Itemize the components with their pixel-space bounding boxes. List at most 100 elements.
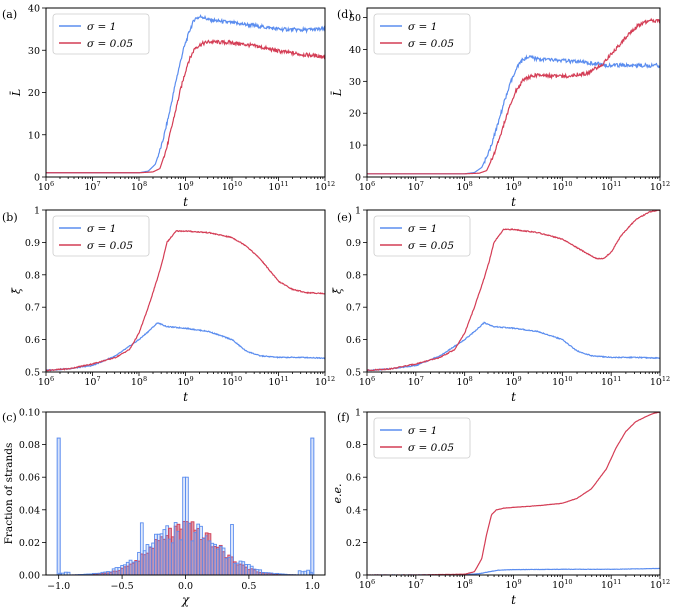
x-tick-label: 107 (408, 180, 424, 193)
legend-entry: σ = 1 (408, 21, 437, 33)
legend-box (52, 215, 150, 257)
panel-b: 106 107 108 109 1010 1011 1012 0.5 0.6 0.7 0.8 0.9 1… (2, 206, 335, 405)
legend-entry: σ = 0.05 (408, 442, 454, 454)
x-tick-label: 106 (359, 180, 375, 193)
plot-area-d (367, 17, 660, 175)
histogram-spike (310, 437, 315, 575)
x-axis-label: t (183, 195, 188, 209)
panel-label: (f) (337, 411, 350, 424)
x-tick-label: 1012 (315, 180, 335, 193)
y-tick-label: 0.9 (346, 238, 361, 249)
x-tick-label: 1011 (268, 375, 288, 388)
x-tick-label: 108 (457, 180, 473, 193)
y-axis-label: L̄ (331, 89, 344, 97)
panel-e: 106 107 108 109 1010 1011 1012 0.5 0.6 0.7 0.8 0.9 1… (331, 206, 670, 405)
y-tick-label: 0.06 (19, 473, 40, 484)
y-tick-label: 0.6 (346, 335, 361, 346)
histogram-bar-sigma1 (139, 522, 144, 575)
x-tick-label: 106 (38, 375, 54, 388)
plot-area-c (56, 437, 315, 575)
y-tick-label: 0.00 (19, 571, 40, 582)
x-tick-label: 1010 (552, 180, 572, 193)
y-tick-label: 0.5 (25, 368, 40, 379)
y-tick-label: 0 (34, 173, 40, 184)
x-tick-label: 1011 (268, 180, 288, 193)
x-tick-label: 1011 (601, 578, 621, 591)
y-tick-label: 0.10 (19, 408, 40, 419)
y-tick-label: 0.04 (19, 505, 40, 516)
legend-entry: σ = 0.05 (87, 240, 133, 252)
y-tick-label: 0.9 (25, 238, 40, 249)
x-tick-label: 106 (359, 578, 375, 591)
x-tick-label: 109 (505, 375, 521, 388)
y-axis-label: ξ̄ (10, 287, 23, 294)
plot-area-a (46, 14, 325, 174)
plot-area-e (367, 210, 660, 372)
series-line-sigma005 (367, 210, 660, 372)
y-tick-label: 0.7 (346, 303, 361, 314)
panel-label: (d) (337, 8, 353, 21)
x-tick-label: 109 (177, 180, 193, 193)
y-axis-label: Fraction of strands (3, 443, 15, 545)
y-axis-label: e.e. (331, 483, 344, 503)
series-line-sigma1 (367, 54, 660, 175)
x-tick-label: 1011 (601, 375, 621, 388)
x-tick-label: 1010 (552, 375, 572, 388)
legend-entry: σ = 1 (87, 21, 116, 33)
y-tick-label: 10 (28, 130, 40, 141)
x-tick-label: 1010 (552, 578, 572, 591)
x-axis-label: t (511, 593, 516, 607)
series-line-sigma1 (46, 322, 325, 372)
y-tick-label: 1 (34, 206, 40, 217)
y-axis-label: ξ̄ (331, 287, 344, 294)
x-tick-label: 1010 (222, 180, 242, 193)
y-tick-label: 0.8 (346, 440, 361, 451)
x-tick-label: 109 (505, 578, 521, 591)
y-tick-label: 0.7 (25, 303, 40, 314)
x-axis-label: χ (181, 593, 190, 607)
legend-entry: σ = 0.05 (408, 38, 454, 50)
y-tick-label: 0 (355, 571, 361, 582)
series-line-sigma005 (367, 17, 660, 175)
series-line-sigma1 (367, 567, 660, 575)
y-tick-label: 20 (349, 109, 361, 120)
x-tick-label: 1012 (650, 578, 670, 591)
y-tick-label: 0.6 (346, 473, 361, 484)
x-tick-label: 107 (408, 375, 424, 388)
y-tick-label: 0.2 (346, 538, 361, 549)
x-tick-label: 0.0 (178, 581, 193, 592)
y-tick-label: 0.08 (19, 440, 40, 451)
x-tick-label: 1012 (315, 375, 335, 388)
y-tick-label: 20 (28, 88, 40, 99)
panel-f: 106 107 108 109 1010 1011 1012 0 0.2 0.4 0.6 0.8 1 t e… (331, 408, 670, 608)
series-line-sigma005 (46, 229, 325, 372)
histogram-spike (56, 437, 61, 575)
x-tick-label: 1010 (222, 375, 242, 388)
y-tick-label: 0 (355, 173, 361, 184)
panel-c: −1.0 −0.5 0.0 0.5 1.0 0.00 0.02 0.04 0.06 0.08 0.1… (2, 408, 326, 607)
x-tick-label: 1012 (650, 180, 670, 193)
panel-a: 106 107 108 109 1010 1011 1012 0 10 20 30 40 t L̄ (a) σ… (2, 4, 335, 210)
x-axis-label: t (511, 195, 516, 209)
panel-label: (c) (2, 411, 17, 424)
panel-label: (e) (337, 211, 352, 224)
legend-entry: σ = 1 (408, 425, 437, 437)
x-tick-label: 108 (457, 375, 473, 388)
x-tick-label: 109 (177, 375, 193, 388)
panel-label: (b) (2, 211, 18, 224)
x-axis-label: t (183, 390, 188, 404)
legend-box (373, 417, 471, 459)
y-tick-label: 40 (349, 45, 361, 56)
x-tick-label: 1011 (601, 180, 621, 193)
x-tick-label: 108 (457, 578, 473, 591)
legend-box (373, 13, 471, 55)
x-tick-label: 109 (505, 180, 521, 193)
y-tick-label: 0.6 (25, 335, 40, 346)
x-tick-label: 108 (131, 375, 147, 388)
plot-area-b (46, 229, 325, 372)
y-tick-label: 1 (355, 408, 361, 419)
y-tick-label: 30 (349, 77, 361, 88)
x-tick-label: 108 (131, 180, 147, 193)
series-line-sigma1 (367, 321, 660, 372)
